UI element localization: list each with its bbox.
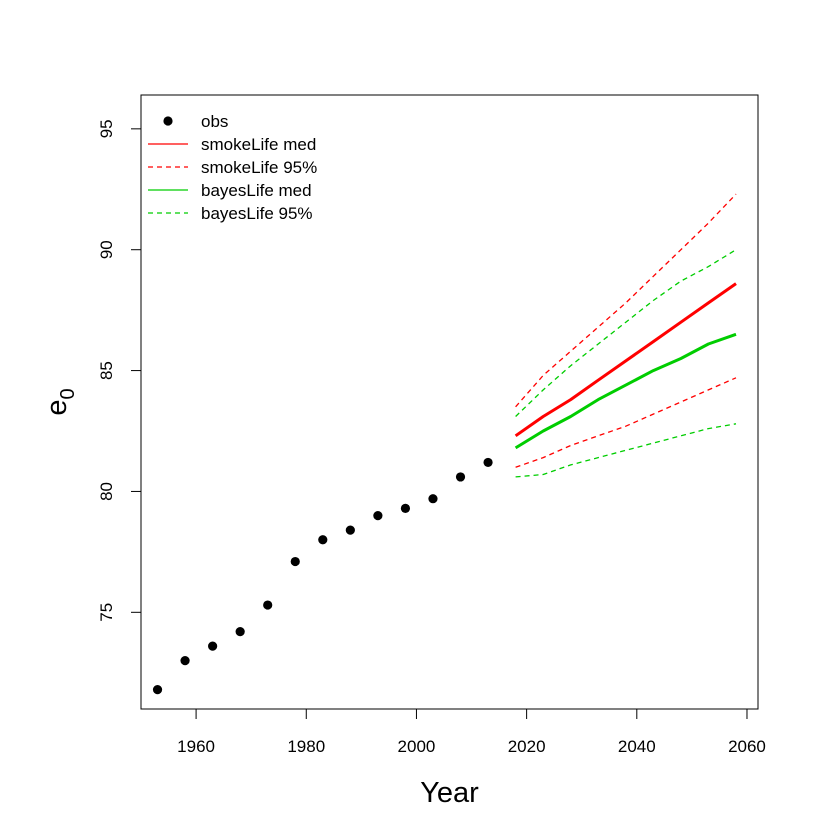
y-tick-label: 85 (97, 361, 116, 380)
y-tick-label: 75 (97, 603, 116, 622)
obs-point (235, 627, 245, 637)
obs-point (455, 472, 466, 482)
series-line-smokelife-med (514, 282, 737, 438)
series-line-smokelife-95 (515, 377, 737, 468)
obs-point (290, 556, 300, 567)
obs-point (208, 641, 218, 651)
legend-swatch-obs (163, 116, 173, 126)
legend-label-bayeslife-95: bayesLife 95% (201, 204, 313, 223)
y-axis-label: e0 (41, 388, 79, 415)
series-layer (152, 193, 737, 695)
series-line-bayeslife-med (514, 332, 737, 450)
y-tick-label: 95 (97, 119, 116, 138)
obs-point (180, 656, 190, 666)
legend: obs smokeLife med smokeLife 95% bayesLife m… (148, 112, 317, 223)
y-axis-label-subscript: 0 (57, 388, 79, 399)
series-line-bayeslife-95 (515, 249, 737, 417)
obs-point (345, 525, 355, 535)
y-axis-label-base: e (41, 399, 73, 415)
obs-point (428, 494, 438, 504)
legend-label-smokelife-med: smokeLife med (201, 135, 316, 154)
y-axis: 75 80 85 90 95 (97, 119, 142, 622)
x-tick-label: 2020 (508, 737, 546, 756)
obs-point (152, 685, 163, 695)
x-tick-label: 2000 (398, 737, 436, 756)
y-tick-label: 80 (97, 482, 116, 501)
x-tick-label: 1960 (177, 737, 215, 756)
obs-point (263, 600, 273, 610)
x-tick-label: 2040 (618, 737, 656, 756)
x-tick-label: 1980 (287, 737, 325, 756)
x-axis: 1960 1980 2000 2020 2040 2060 (177, 708, 766, 756)
x-tick-label: 2060 (728, 737, 766, 756)
legend-label-bayeslife-med: bayesLife med (201, 181, 312, 200)
obs-point (400, 503, 411, 513)
y-tick-label: 90 (97, 240, 116, 259)
x-axis-label: Year (420, 777, 479, 809)
series-line-smokelife-95 (515, 193, 737, 408)
legend-label-smokelife-95: smokeLife 95% (201, 158, 317, 177)
obs-point (318, 535, 328, 545)
series-line-bayeslife-95 (515, 423, 737, 478)
legend-label-obs: obs (201, 112, 228, 131)
obs-point (483, 457, 493, 468)
obs-point (373, 511, 383, 521)
